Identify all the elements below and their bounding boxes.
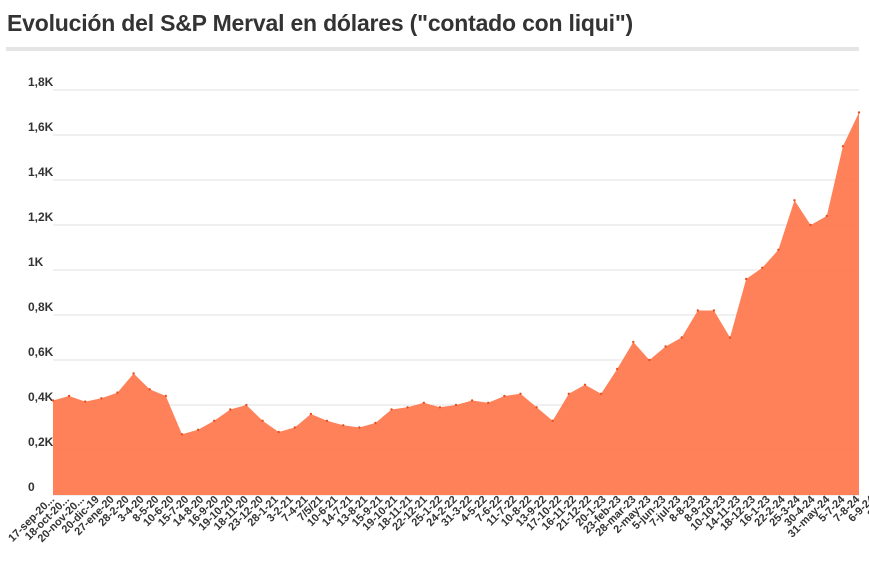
y-tick-label: 1,6K <box>28 120 54 134</box>
data-point <box>132 372 135 375</box>
data-point <box>664 345 667 348</box>
data-point <box>51 399 55 402</box>
data-point <box>567 392 570 395</box>
data-point <box>583 383 587 386</box>
y-tick-label: 0,6K <box>28 345 54 359</box>
data-point <box>696 309 699 312</box>
data-point <box>503 394 506 398</box>
data-point <box>535 406 538 409</box>
data-point <box>293 426 296 429</box>
data-point <box>148 388 151 391</box>
data-point <box>229 408 232 411</box>
data-point <box>406 406 409 409</box>
title-divider <box>6 47 859 51</box>
data-point <box>728 336 732 339</box>
data-point <box>712 309 716 312</box>
data-point <box>390 408 393 411</box>
data-point <box>487 401 490 404</box>
plot-area <box>51 111 861 495</box>
data-point <box>825 214 828 218</box>
data-point <box>632 340 635 344</box>
data-point <box>422 401 425 404</box>
series-area <box>53 112 859 495</box>
data-point <box>261 419 264 422</box>
chart-title: Evolución del S&P Merval en dólares ("co… <box>7 10 633 36</box>
data-point <box>680 336 683 339</box>
y-tick-label: 0 <box>28 480 35 494</box>
data-point <box>599 392 603 395</box>
data-point <box>213 419 216 422</box>
data-point <box>277 430 280 434</box>
data-point <box>245 403 248 407</box>
data-point <box>100 397 103 400</box>
data-point <box>358 426 361 429</box>
data-point <box>325 419 329 422</box>
data-point <box>761 266 764 269</box>
data-point <box>470 399 474 402</box>
data-point <box>374 421 377 425</box>
y-tick-label: 1K <box>28 255 44 269</box>
x-axis: 17-sep-20...18-oct-20...20-nov-20...20-d… <box>6 493 869 545</box>
data-point <box>438 406 442 409</box>
data-point <box>196 428 200 431</box>
data-point <box>180 433 184 436</box>
data-point <box>519 392 522 395</box>
data-point <box>116 391 119 394</box>
data-point <box>857 111 861 114</box>
data-point <box>164 394 167 398</box>
data-point <box>454 403 458 407</box>
data-point <box>84 400 87 403</box>
data-point <box>745 277 748 281</box>
data-point <box>67 394 71 398</box>
data-point <box>342 424 345 427</box>
data-point <box>809 223 812 227</box>
y-tick-label: 0,8K <box>28 300 54 314</box>
y-tick-label: 0,2K <box>28 435 54 449</box>
y-tick-label: 0,4K <box>28 390 54 404</box>
data-point <box>309 412 313 416</box>
y-tick-label: 1,4K <box>28 165 54 179</box>
data-point <box>793 199 796 202</box>
data-point <box>777 248 780 251</box>
data-point <box>841 145 845 148</box>
data-point <box>616 367 619 371</box>
y-tick-label: 1,8K <box>28 75 54 89</box>
data-point <box>648 358 651 362</box>
y-tick-label: 1,2K <box>28 210 54 224</box>
data-point <box>551 419 554 422</box>
